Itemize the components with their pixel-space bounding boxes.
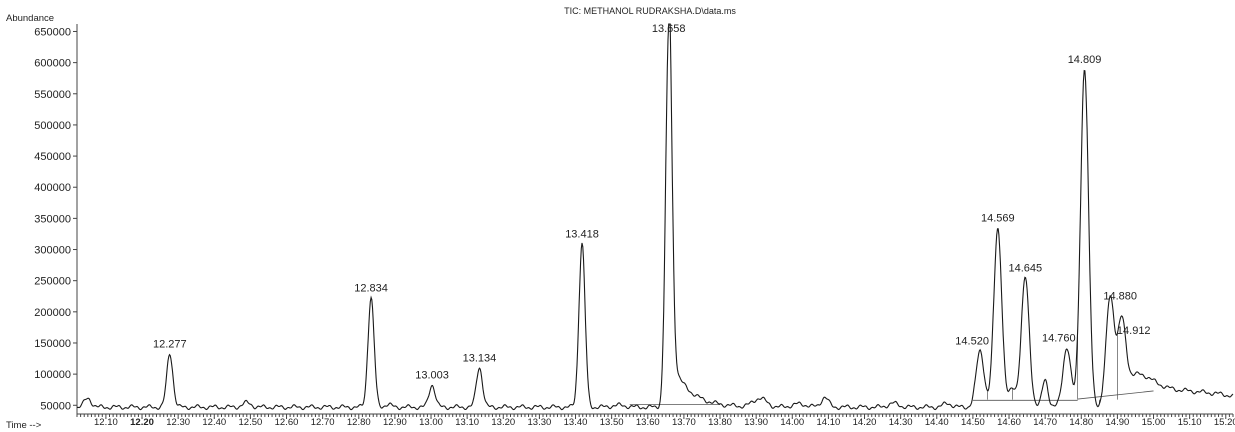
x-tick-label: 15.00 xyxy=(1142,417,1166,428)
x-tick-label: 12.40 xyxy=(202,417,226,428)
x-tick-label: 13.40 xyxy=(564,417,588,428)
y-tick-label: 400000 xyxy=(34,182,71,194)
x-tick-label: 14.70 xyxy=(1033,417,1057,428)
peak-label: 13.134 xyxy=(463,352,497,364)
peak-label: 13.003 xyxy=(415,370,449,382)
x-tick-label: 13.70 xyxy=(672,417,696,428)
y-tick-label: 50000 xyxy=(40,400,71,412)
peak-label: 14.760 xyxy=(1042,332,1076,344)
x-tick-label: 13.50 xyxy=(600,417,624,428)
x-tick-label: 14.80 xyxy=(1069,417,1093,428)
x-tick-label: 14.20 xyxy=(853,417,877,428)
y-axis-title: Abundance xyxy=(6,13,54,24)
y-tick-label: 200000 xyxy=(34,307,71,319)
x-tick-label: 14.90 xyxy=(1106,417,1130,428)
integration-baseline xyxy=(1077,390,1154,400)
x-tick-label: 14.40 xyxy=(925,417,949,428)
peak-label: 12.277 xyxy=(153,339,187,351)
y-tick-label: 450000 xyxy=(34,151,71,163)
peak-label: 13.658 xyxy=(652,23,686,35)
x-tick-label: 14.10 xyxy=(817,417,841,428)
peak-label: 14.645 xyxy=(1008,263,1042,275)
x-tick-label: 13.90 xyxy=(744,417,768,428)
x-tick-label: 13.80 xyxy=(708,417,732,428)
peak-label: 14.880 xyxy=(1103,291,1137,303)
peak-labels: 12.277 12.834 13.003 13.134 13.418 13.658 14.5… xyxy=(153,23,1151,382)
x-tick-label: 14.50 xyxy=(961,417,985,428)
y-ticks: 50000 100000 150000 200000 250000 300000 35000… xyxy=(34,26,77,412)
x-tick-label: 12.10 xyxy=(94,417,118,428)
x-ticks: 12.10 12.20 12.30 12.40 12.50 12.60 12.70 12.80… xyxy=(76,414,1235,428)
peak-label: 14.912 xyxy=(1117,325,1151,337)
integration-baselines xyxy=(629,329,1154,406)
y-tick-label: 550000 xyxy=(34,89,71,101)
x-tick-label: 14.30 xyxy=(889,417,913,428)
peak-label: 13.418 xyxy=(565,228,599,240)
y-tick-label: 250000 xyxy=(34,276,71,288)
x-tick-label: 13.10 xyxy=(455,417,479,428)
x-tick-label: 15.10 xyxy=(1178,417,1202,428)
y-tick-label: 500000 xyxy=(34,120,71,132)
x-tick-label: 14.00 xyxy=(780,417,804,428)
x-tick-label: 14.60 xyxy=(997,417,1021,428)
x-tick-label: 13.00 xyxy=(419,417,443,428)
x-tick-label: 12.90 xyxy=(383,417,407,428)
x-tick-label: 12.80 xyxy=(347,417,371,428)
peak-label: 14.809 xyxy=(1068,54,1102,66)
y-tick-label: 150000 xyxy=(34,338,71,350)
x-tick-label: 12.70 xyxy=(311,417,335,428)
y-tick-label: 600000 xyxy=(34,58,71,70)
peak-label: 12.834 xyxy=(354,282,388,294)
x-tick-label: 13.30 xyxy=(528,417,552,428)
x-tick-label: 13.60 xyxy=(636,417,660,428)
y-tick-label: 350000 xyxy=(34,213,71,225)
y-tick-label: 300000 xyxy=(34,245,71,257)
x-tick-label: 12.50 xyxy=(239,417,263,428)
x-tick-label: 12.30 xyxy=(166,417,190,428)
y-tick-label: 650000 xyxy=(34,26,71,38)
y-tick-label: 100000 xyxy=(34,369,71,381)
x-tick-label: 15.20 xyxy=(1214,417,1235,428)
x-tick-label: 13.20 xyxy=(491,417,515,428)
peak-label: 14.520 xyxy=(955,335,989,347)
peak-label: 14.569 xyxy=(981,213,1015,225)
x-tick-label: 12.60 xyxy=(275,417,299,428)
chart-title: TIC: METHANOL RUDRAKSHA.D\data.ms xyxy=(564,6,736,16)
x-axis-title: Time --> xyxy=(6,420,42,431)
tic-trace xyxy=(76,23,1234,411)
x-tick-label: 12.20 xyxy=(130,417,154,428)
